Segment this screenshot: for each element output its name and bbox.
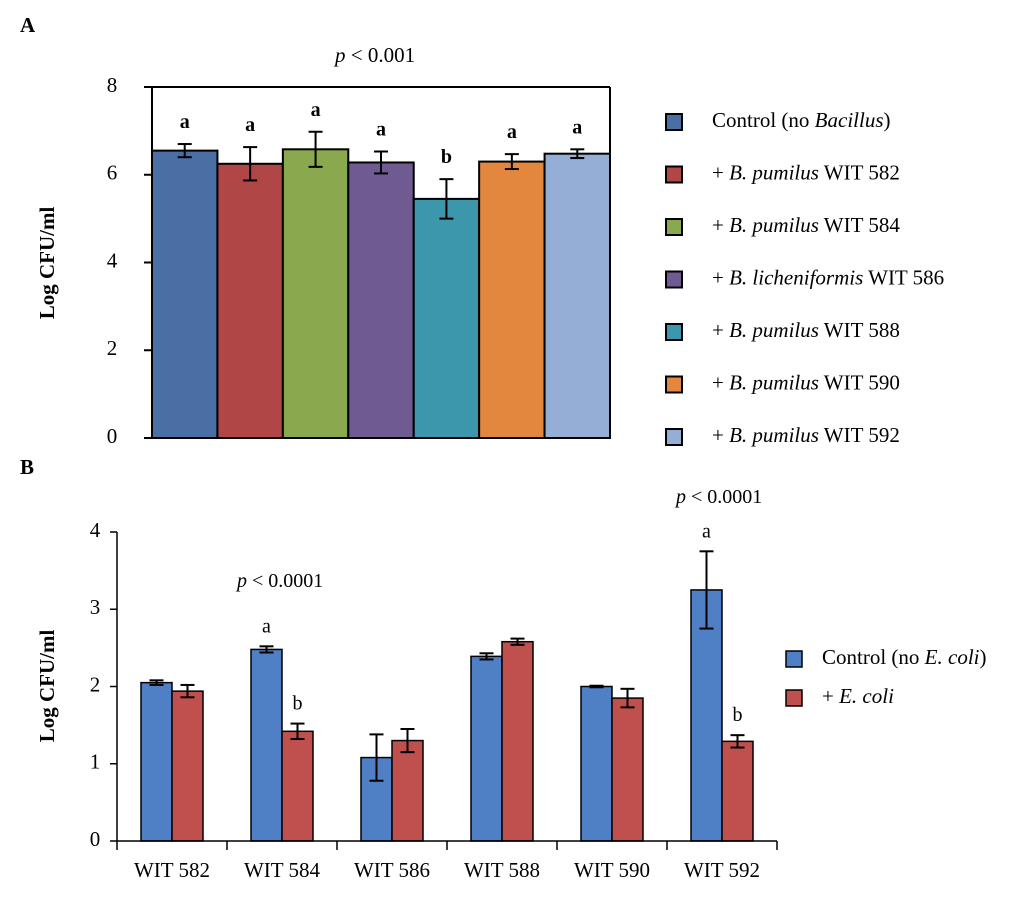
panel-b-y-tick-label: 4: [90, 518, 101, 542]
panel-a-legend-label: Control (no Bacillus): [712, 108, 891, 132]
panel-a-legend-label: + B. pumilus WIT 592: [712, 423, 900, 447]
panel-b-x-tick-label: WIT 586: [354, 858, 430, 882]
panel-a-label: A: [20, 13, 36, 37]
panel-b-x-tick-label: WIT 582: [134, 858, 210, 882]
panel-b-label: B: [20, 455, 34, 479]
panel-a-legend-swatch: [665, 428, 683, 446]
panel-a-significance-label: a: [311, 99, 321, 121]
panel-a-significance-label: b: [441, 146, 452, 168]
panel-a-y-tick-label: 2: [107, 336, 118, 360]
panel-b-x-tick-label: WIT 592: [684, 858, 760, 882]
panel-b-bar: [580, 685, 613, 842]
panel-a-legend-label: + B. pumilus WIT 582: [712, 160, 900, 184]
panel-b: B p < 0.0001 p < 0.0001 Log CFU/ml abab …: [20, 455, 987, 882]
panel-a-y-tick-label: 4: [107, 248, 118, 272]
panel-a-significance-label: a: [376, 118, 386, 140]
panel-a-significance-label: a: [245, 114, 255, 136]
panel-a-y-tick-label: 8: [107, 73, 118, 97]
panel-a-legend-swatch: [665, 323, 683, 341]
panel-b-bar: [250, 648, 283, 842]
panel-a-legend-swatch: [665, 165, 683, 184]
panel-b-legend-swatch: [785, 650, 803, 668]
panel-b-bar: [140, 681, 173, 842]
panel-b-x-tick-label: WIT 590: [574, 858, 650, 882]
panel-a-legend-label: + B. licheniformis WIT 586: [712, 265, 944, 289]
panel-a-bar: [151, 149, 219, 439]
panel-a-legend-swatch: [665, 113, 683, 131]
panel-a-bar: [216, 162, 284, 439]
panel-a-significance-label: a: [507, 121, 517, 143]
panel-a-legend-label: + B. pumilus WIT 590: [712, 370, 900, 394]
panel-a-legend-swatch: [665, 218, 683, 236]
panel-b-legend-label: + E. coli: [822, 684, 894, 708]
panel-b-y-tick-label: 2: [90, 672, 101, 696]
panel-a-y-tick-label: 6: [107, 161, 118, 185]
panel-b-significance-label: a: [702, 520, 711, 542]
panel-b-bar: [721, 740, 754, 842]
panel-b-x-tick-label: WIT 584: [244, 858, 321, 882]
panel-b-bar: [391, 739, 424, 842]
panel-b-y-tick-label: 0: [90, 827, 101, 851]
panel-a-bar: [543, 152, 611, 439]
panel-b-y-tick-label: 1: [90, 750, 101, 774]
panel-a-y-axis-title: Log CFU/ml: [35, 207, 59, 320]
panel-b-p-value-2: p < 0.0001: [674, 486, 762, 508]
panel-a-legend-label: + B. pumilus WIT 584: [712, 213, 900, 237]
panel-b-y-axis-title: Log CFU/ml: [35, 630, 59, 743]
panel-b-bar: [611, 697, 644, 842]
panel-b-y-tick-label: 3: [90, 595, 101, 619]
panel-b-bar: [501, 640, 534, 842]
panel-a-y-tick-label: 0: [107, 424, 118, 448]
panel-b-significance-label: b: [293, 693, 303, 715]
panel-a-bar: [347, 161, 415, 439]
panel-a-legend-swatch: [665, 270, 683, 289]
panel-a-significance-label: a: [180, 111, 190, 133]
panel-b-bar: [470, 655, 503, 842]
panel-a-bar: [478, 160, 546, 439]
panel-a-p-value: p < 0.001: [333, 43, 415, 67]
panel-b-bar: [281, 730, 314, 842]
panel-b-legend-label: Control (no E. coli): [822, 645, 987, 669]
panel-b-x-tick-label: WIT 588: [464, 858, 540, 882]
panel-a: A p < 0.001 Log CFU/ml a a a a b a a 0 2 4 6 8 Con…: [20, 13, 944, 448]
panel-a-legend-swatch: [665, 375, 683, 394]
panel-a-bar: [281, 148, 350, 440]
panel-a-legend-label: + B. pumilus WIT 588: [712, 318, 900, 342]
panel-b-significance-label: b: [733, 704, 743, 726]
panel-a-significance-label: a: [572, 116, 582, 138]
panel-b-significance-label: a: [262, 615, 271, 637]
panel-b-bar: [171, 690, 204, 842]
panel-b-p-value-1: p < 0.0001: [235, 570, 323, 592]
panel-b-legend-swatch: [785, 689, 803, 707]
panel-a-bar: [412, 197, 481, 439]
